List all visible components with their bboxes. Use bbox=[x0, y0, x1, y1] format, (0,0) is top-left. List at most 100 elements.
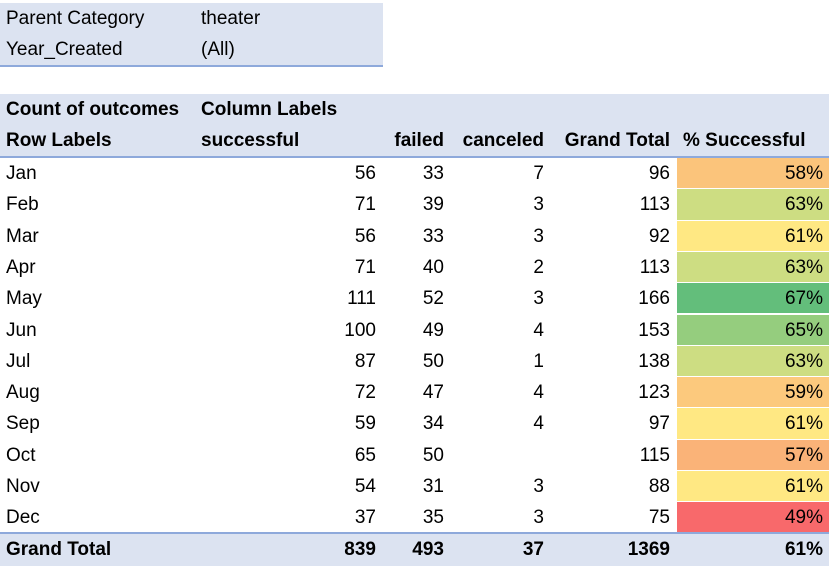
row-label: Feb bbox=[6, 194, 39, 216]
table-row[interactable]: Nov 54 31 3 88 61% bbox=[0, 471, 829, 503]
pct-value: 63% bbox=[784, 256, 823, 278]
cell-canceled: 4 bbox=[533, 382, 544, 404]
cell-pct-successful: 63% bbox=[677, 189, 829, 221]
table-row[interactable]: Apr 71 40 2 113 63% bbox=[0, 251, 829, 284]
cell-grand-total: 75 bbox=[648, 507, 670, 529]
row-labels-dropdown[interactable]: Row Labels bbox=[6, 130, 112, 151]
pct-value: 61% bbox=[784, 476, 823, 497]
cell-grand-total: 153 bbox=[638, 319, 670, 341]
cell-successful: 65 bbox=[354, 444, 376, 466]
table-row[interactable]: May 111 52 3 166 67% bbox=[0, 283, 829, 315]
pct-value: 57% bbox=[784, 444, 823, 466]
cell-canceled: 3 bbox=[533, 225, 544, 247]
cell-grand-total: 92 bbox=[648, 225, 670, 247]
grand-total-label: Grand Total bbox=[6, 539, 112, 560]
cell-pct-successful: 67% bbox=[677, 283, 829, 315]
filter-row-parent-category[interactable]: Parent Category theater bbox=[0, 3, 383, 34]
total-successful: 839 bbox=[344, 539, 376, 560]
cell-pct-successful: 65% bbox=[677, 314, 829, 346]
cell-failed: 50 bbox=[422, 444, 444, 466]
col-header-pct-successful[interactable]: % Successful bbox=[683, 130, 806, 151]
pct-value: 61% bbox=[784, 225, 823, 247]
total-canceled: 37 bbox=[522, 539, 544, 560]
row-label: Jan bbox=[6, 163, 37, 184]
cell-pct-successful: 59% bbox=[677, 377, 829, 409]
row-label: Jun bbox=[6, 319, 37, 341]
cell-successful: 72 bbox=[354, 382, 376, 404]
col-header-successful[interactable]: successful bbox=[201, 130, 300, 151]
cell-grand-total: 138 bbox=[638, 350, 670, 372]
cell-pct-successful: 61% bbox=[677, 408, 829, 440]
cell-grand-total: 88 bbox=[648, 476, 670, 497]
total-pct-successful: 61% bbox=[784, 539, 823, 560]
cell-pct-successful: 63% bbox=[677, 345, 829, 378]
pct-value: 65% bbox=[784, 319, 823, 341]
cell-failed: 40 bbox=[422, 256, 444, 278]
cell-pct-successful: 57% bbox=[677, 439, 829, 471]
cell-failed: 52 bbox=[422, 288, 444, 310]
grand-total-row[interactable]: Grand Total 839 493 37 1369 61% bbox=[0, 532, 829, 566]
column-labels-dropdown[interactable]: Column Labels bbox=[201, 99, 338, 120]
table-row[interactable]: Jul 87 50 1 138 63% bbox=[0, 345, 829, 378]
table-row[interactable]: Oct 65 50 115 57% bbox=[0, 439, 829, 471]
cell-canceled: 3 bbox=[533, 507, 544, 529]
col-header-failed[interactable]: failed bbox=[394, 130, 444, 151]
table-row[interactable]: Aug 72 47 4 123 59% bbox=[0, 377, 829, 409]
filter-value[interactable]: (All) bbox=[201, 39, 235, 60]
filter-label: Parent Category bbox=[6, 8, 145, 29]
table-row[interactable]: Dec 37 35 3 75 49% bbox=[0, 502, 829, 534]
col-header-canceled[interactable]: canceled bbox=[462, 130, 544, 151]
cell-successful: 87 bbox=[354, 350, 376, 372]
pct-value: 49% bbox=[784, 507, 823, 529]
cell-successful: 59 bbox=[354, 413, 376, 435]
row-label: Mar bbox=[6, 225, 39, 247]
cell-pct-successful: 49% bbox=[677, 502, 829, 534]
cell-failed: 50 bbox=[422, 350, 444, 372]
cell-successful: 54 bbox=[354, 476, 376, 497]
cell-canceled: 2 bbox=[533, 256, 544, 278]
header-row-2: Row Labels successful failed canceled Gr… bbox=[0, 125, 829, 156]
table-row[interactable]: Jan 56 33 7 96 58% bbox=[0, 158, 829, 190]
pct-value: 61% bbox=[784, 413, 823, 435]
cell-pct-successful: 61% bbox=[677, 471, 829, 503]
table-row[interactable]: Sep 59 34 4 97 61% bbox=[0, 408, 829, 440]
cell-grand-total: 166 bbox=[638, 288, 670, 310]
cell-failed: 49 bbox=[422, 319, 444, 341]
cell-grand-total: 115 bbox=[639, 444, 670, 466]
row-label: Jul bbox=[6, 350, 31, 372]
pct-value: 63% bbox=[784, 350, 823, 372]
total-grand-total: 1369 bbox=[627, 539, 670, 560]
col-header-grand-total[interactable]: Grand Total bbox=[564, 130, 670, 151]
corner-label[interactable]: Count of outcomes bbox=[6, 99, 180, 120]
cell-pct-successful: 63% bbox=[677, 251, 829, 284]
report-filter: Parent Category theater Year_Created (Al… bbox=[0, 3, 383, 67]
table-row[interactable]: Feb 71 39 3 113 63% bbox=[0, 189, 829, 221]
cell-successful: 56 bbox=[354, 225, 376, 247]
table-row[interactable]: Jun 100 49 4 153 65% bbox=[0, 314, 829, 346]
filter-row-year-created[interactable]: Year_Created (All) bbox=[0, 34, 383, 65]
cell-grand-total: 113 bbox=[639, 194, 670, 216]
cell-grand-total: 96 bbox=[648, 163, 670, 184]
table-row[interactable]: Mar 56 33 3 92 61% bbox=[0, 220, 829, 252]
cell-canceled: 1 bbox=[533, 350, 544, 372]
filter-value[interactable]: theater bbox=[201, 8, 261, 29]
cell-successful: 100 bbox=[344, 319, 376, 341]
pct-value: 58% bbox=[784, 163, 823, 184]
pct-value: 59% bbox=[784, 382, 823, 404]
pivot-header: Count of outcomes Column Labels Row Labe… bbox=[0, 94, 829, 158]
filter-label: Year_Created bbox=[6, 39, 123, 60]
cell-grand-total: 123 bbox=[638, 382, 670, 404]
row-label: Oct bbox=[6, 444, 36, 466]
row-label: Nov bbox=[6, 476, 40, 497]
cell-canceled: 3 bbox=[533, 476, 544, 497]
header-row-1: Count of outcomes Column Labels bbox=[0, 94, 829, 125]
cell-successful: 71 bbox=[354, 194, 376, 216]
total-failed: 493 bbox=[412, 539, 444, 560]
cell-successful: 37 bbox=[354, 507, 376, 529]
cell-grand-total: 113 bbox=[639, 256, 670, 278]
cell-failed: 33 bbox=[422, 225, 444, 247]
cell-successful: 56 bbox=[354, 163, 376, 184]
cell-failed: 47 bbox=[422, 382, 444, 404]
cell-pct-successful: 61% bbox=[677, 220, 829, 252]
row-label: May bbox=[6, 288, 42, 310]
